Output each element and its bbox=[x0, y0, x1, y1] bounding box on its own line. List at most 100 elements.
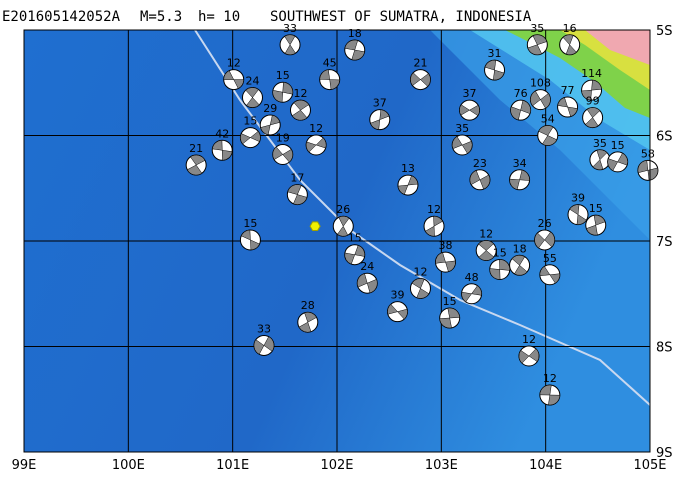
beachball-quadrant bbox=[370, 109, 390, 130]
depth-label: 19 bbox=[276, 131, 290, 144]
beachball-quadrant bbox=[240, 229, 260, 251]
beachball-quadrant bbox=[637, 160, 659, 181]
depth-label: 39 bbox=[571, 192, 585, 205]
beachball: 15 bbox=[344, 232, 366, 266]
beachball-quadrant bbox=[272, 146, 293, 163]
beachball-quadrant bbox=[298, 312, 317, 333]
beachball-quadrant bbox=[569, 204, 587, 225]
lon-tick-label: 105E bbox=[633, 458, 666, 473]
beachball-quadrant bbox=[530, 90, 551, 109]
beachball: 12 bbox=[518, 333, 540, 367]
beachball-quadrant bbox=[337, 215, 350, 237]
beachball-quadrant bbox=[586, 214, 606, 236]
depth-label: 31 bbox=[488, 47, 502, 60]
depth-label: 24 bbox=[360, 260, 374, 273]
beachball-quadrant bbox=[607, 152, 628, 171]
beachball: 24 bbox=[356, 260, 378, 294]
beachball: 15 bbox=[607, 139, 629, 173]
beachball: 18 bbox=[344, 27, 366, 61]
depth-label: 42 bbox=[215, 127, 229, 140]
beachball: 23 bbox=[469, 157, 491, 191]
lon-tick-label: 103E bbox=[425, 458, 458, 473]
depth-label: 18 bbox=[513, 242, 527, 255]
beachball-quadrant bbox=[319, 69, 340, 90]
beachball-quadrant bbox=[291, 99, 310, 121]
beachball: 35 bbox=[589, 137, 611, 171]
depth-label: 12 bbox=[413, 265, 427, 278]
beachball: 58 bbox=[637, 147, 659, 181]
depth-label: 77 bbox=[561, 84, 575, 97]
beachball-quadrant bbox=[539, 384, 561, 406]
lon-tick-label: 102E bbox=[320, 458, 353, 473]
beachball-quadrant bbox=[410, 72, 431, 87]
beachball-quadrant bbox=[557, 97, 578, 117]
beachball: 15 bbox=[239, 115, 261, 149]
depth-label: 35 bbox=[530, 22, 544, 35]
beachball: 28 bbox=[297, 299, 319, 333]
beachball: 33 bbox=[279, 22, 301, 56]
depth-label: 12 bbox=[293, 87, 307, 100]
beachball-quadrant bbox=[305, 137, 327, 153]
depth-label: 35 bbox=[593, 137, 607, 150]
beachball-quadrant bbox=[511, 255, 528, 276]
beachball-quadrant bbox=[527, 34, 548, 56]
beachball: 76 bbox=[510, 87, 532, 121]
depth-label: 76 bbox=[514, 87, 528, 100]
beachball-quadrant bbox=[245, 87, 260, 108]
depth-label: 15 bbox=[443, 295, 457, 308]
depth-label: 12 bbox=[227, 57, 241, 70]
beachball: 26 bbox=[534, 217, 556, 251]
beachball-quadrant bbox=[287, 184, 308, 205]
beachball: 34 bbox=[509, 157, 531, 191]
beachball: 18 bbox=[509, 242, 531, 276]
depth-label: 34 bbox=[513, 157, 527, 170]
beachball-quadrant bbox=[397, 175, 419, 195]
beachball: 12 bbox=[409, 265, 431, 299]
depth: h= 10 bbox=[198, 9, 240, 25]
beachball: 39 bbox=[387, 289, 409, 323]
beachball: 39 bbox=[567, 192, 589, 226]
beachball: 35 bbox=[451, 122, 473, 156]
beachball: 15 bbox=[585, 202, 607, 236]
depth-label: 13 bbox=[401, 162, 415, 175]
depth-label: 29 bbox=[263, 102, 277, 115]
beachball-quadrant bbox=[260, 114, 281, 136]
lat-tick-label: 8S bbox=[656, 341, 673, 356]
beachball-quadrant bbox=[223, 70, 244, 89]
beachball-quadrant bbox=[478, 240, 495, 261]
beachball-quadrant bbox=[534, 231, 555, 249]
beachball-quadrant bbox=[585, 107, 601, 128]
beachball: 24 bbox=[241, 75, 263, 109]
depth-label: 12 bbox=[522, 333, 536, 346]
beachball: 55 bbox=[539, 252, 561, 286]
beachball: 45 bbox=[319, 57, 341, 91]
beachball-quadrant bbox=[461, 285, 482, 303]
depth-label: 58 bbox=[641, 147, 655, 160]
lon-tick-label: 100E bbox=[112, 458, 145, 473]
beachball: 108 bbox=[529, 77, 551, 111]
beachball: 15 bbox=[239, 217, 261, 251]
depth-label: 12 bbox=[427, 203, 441, 216]
beachball-quadrant bbox=[411, 278, 430, 299]
beachball: 12 bbox=[223, 57, 245, 91]
beachball: 33 bbox=[253, 322, 275, 356]
depth-label: 48 bbox=[465, 271, 479, 284]
beachball-quadrant bbox=[240, 130, 261, 145]
depth-label: 12 bbox=[309, 122, 323, 135]
beachball-quadrant bbox=[212, 140, 233, 161]
depth-label: 108 bbox=[530, 77, 551, 90]
depth-label: 15 bbox=[348, 232, 362, 245]
depth-label: 26 bbox=[336, 203, 350, 216]
event-id: E201605142052A bbox=[2, 9, 121, 25]
beachball: 19 bbox=[272, 131, 294, 165]
lon-tick-label: 99E bbox=[12, 458, 37, 473]
beachball-quadrant bbox=[344, 39, 365, 61]
beachball-quadrant bbox=[284, 34, 296, 55]
beachball-quadrant bbox=[344, 244, 365, 265]
depth-label: 15 bbox=[243, 217, 257, 230]
depth-label: 54 bbox=[541, 113, 555, 126]
depth-label: 45 bbox=[323, 57, 337, 70]
beachball-quadrant bbox=[387, 303, 408, 320]
depth-label: 15 bbox=[243, 115, 257, 128]
beachball-quadrant bbox=[186, 154, 206, 176]
